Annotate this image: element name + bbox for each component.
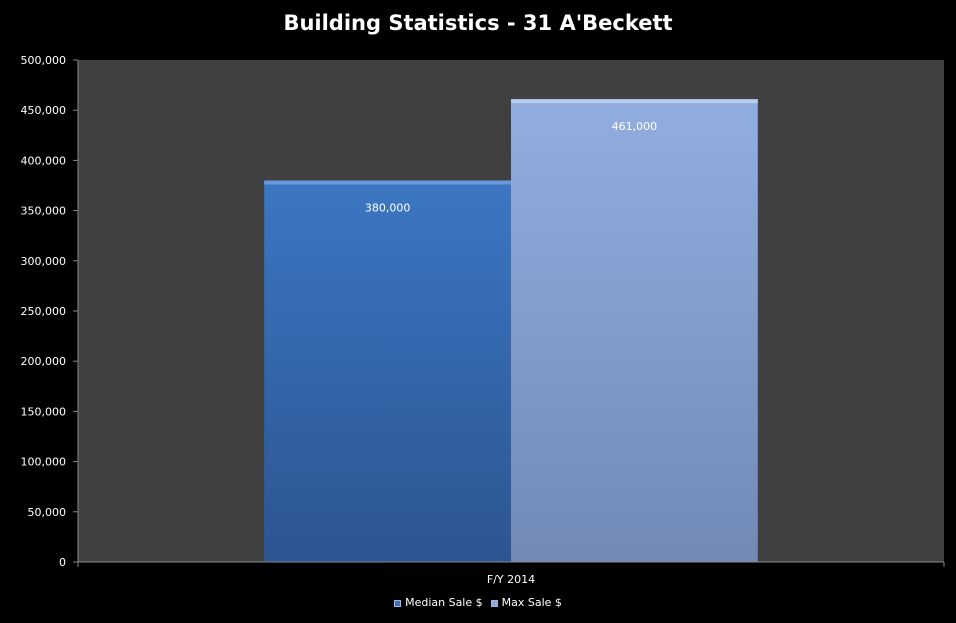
y-tick-label: 150,000 bbox=[21, 405, 67, 418]
legend-item: Median Sale $ bbox=[394, 596, 483, 609]
y-tick-label: 350,000 bbox=[21, 205, 67, 218]
x-tick-label: F/Y 2014 bbox=[487, 573, 535, 586]
y-tick-label: 200,000 bbox=[21, 355, 67, 368]
y-tick-label: 50,000 bbox=[28, 506, 67, 519]
y-tick-label: 300,000 bbox=[21, 255, 67, 268]
data-label: 380,000 bbox=[365, 201, 411, 214]
bar-top-bevel bbox=[264, 180, 511, 185]
data-label: 461,000 bbox=[612, 120, 658, 133]
bar-top-bevel bbox=[511, 99, 758, 104]
y-tick-label: 0 bbox=[59, 556, 66, 569]
y-tick-label: 450,000 bbox=[21, 104, 67, 117]
legend-swatch bbox=[490, 599, 498, 607]
legend-swatch bbox=[394, 599, 402, 607]
y-tick-label: 100,000 bbox=[21, 456, 67, 469]
bars: 380,000 461,000 bbox=[264, 99, 758, 563]
legend-item: Max Sale $ bbox=[490, 596, 562, 609]
y-tick-label: 500,000 bbox=[21, 54, 67, 67]
y-axis: 0 50,000 100,000 150,000 200,000 250,000 300,0… bbox=[21, 54, 79, 569]
chart-title: Building Statistics - 31 A'Beckett bbox=[283, 11, 673, 35]
legend-label: Median Sale $ bbox=[405, 596, 483, 609]
x-axis: F/Y 2014 bbox=[77, 561, 945, 586]
y-tick-label: 400,000 bbox=[21, 154, 67, 167]
bar-median-sale bbox=[264, 180, 511, 563]
legend: Median Sale $ Max Sale $ bbox=[0, 596, 956, 609]
legend-label: Max Sale $ bbox=[501, 596, 562, 609]
y-tick-label: 250,000 bbox=[21, 305, 67, 318]
bar-max-sale bbox=[511, 99, 758, 562]
